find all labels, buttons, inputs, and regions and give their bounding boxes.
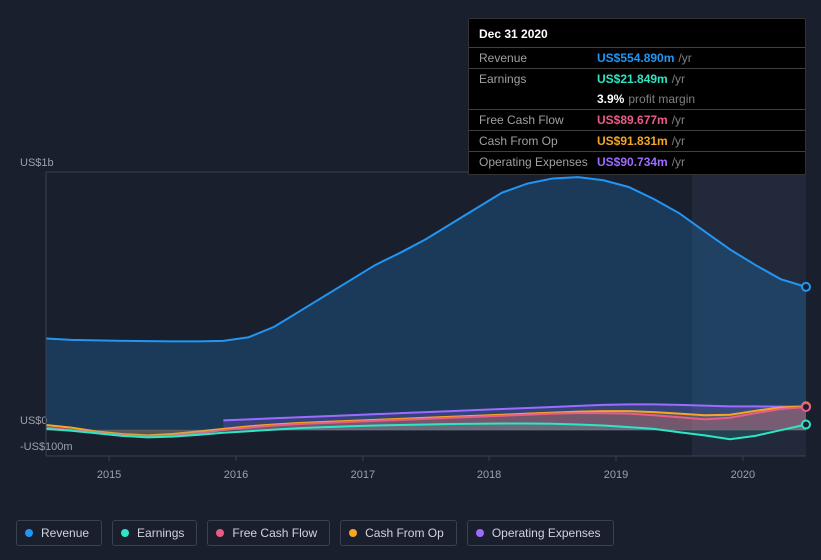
tooltip-row-value: US$91.831m xyxy=(597,134,668,148)
legend-item-label: Cash From Op xyxy=(365,526,444,540)
tooltip-row-value: 3.9% xyxy=(597,92,624,106)
tooltip-row-suffix: /yr xyxy=(672,134,685,148)
tooltip-row-label: Operating Expenses xyxy=(479,155,597,169)
svg-text:2015: 2015 xyxy=(97,469,121,481)
tooltip-row-label: Cash From Op xyxy=(479,134,597,148)
tooltip-row: Free Cash FlowUS$89.677m/yr xyxy=(469,109,805,130)
tooltip-row: Operating ExpensesUS$90.734m/yr xyxy=(469,151,805,172)
svg-text:2018: 2018 xyxy=(477,469,501,481)
tooltip-row-value: US$554.890m xyxy=(597,51,674,65)
legend-item-free_cash_flow[interactable]: Free Cash Flow xyxy=(207,520,330,546)
legend-dot-icon xyxy=(349,529,357,537)
legend-item-label: Free Cash Flow xyxy=(232,526,317,540)
legend-item-label: Revenue xyxy=(41,526,89,540)
tooltip-row: Cash From OpUS$91.831m/yr xyxy=(469,130,805,151)
svg-text:US$1b: US$1b xyxy=(20,157,54,169)
tooltip-row-label: Free Cash Flow xyxy=(479,113,597,127)
legend-item-label: Earnings xyxy=(137,526,184,540)
legend-item-label: Operating Expenses xyxy=(492,526,601,540)
legend-dot-icon xyxy=(121,529,129,537)
tooltip-row-value: US$89.677m xyxy=(597,113,668,127)
legend-dot-icon xyxy=(216,529,224,537)
tooltip-row-suffix: /yr xyxy=(672,113,685,127)
tooltip-row-label: Earnings xyxy=(479,72,597,86)
tooltip-row-value: US$21.849m xyxy=(597,72,668,86)
chart-legend: Revenue Earnings Free Cash Flow Cash From O… xyxy=(16,520,614,546)
svg-text:2019: 2019 xyxy=(604,469,628,481)
legend-item-operating_expenses[interactable]: Operating Expenses xyxy=(467,520,614,546)
legend-dot-icon xyxy=(25,529,33,537)
tooltip-row: 3.9% profit margin xyxy=(469,89,805,109)
tooltip-title: Dec 31 2020 xyxy=(469,23,805,47)
tooltip-row: EarningsUS$21.849m/yr xyxy=(469,68,805,89)
legend-item-cash_from_op[interactable]: Cash From Op xyxy=(340,520,457,546)
legend-item-earnings[interactable]: Earnings xyxy=(112,520,197,546)
svg-text:2016: 2016 xyxy=(224,469,248,481)
tooltip-row-suffix: profit margin xyxy=(628,92,695,106)
legend-item-revenue[interactable]: Revenue xyxy=(16,520,102,546)
tooltip-row: RevenueUS$554.890m/yr xyxy=(469,47,805,68)
legend-dot-icon xyxy=(476,529,484,537)
svg-text:US$0: US$0 xyxy=(20,415,48,427)
svg-text:2017: 2017 xyxy=(351,469,375,481)
tooltip-row-label: Revenue xyxy=(479,51,597,65)
tooltip-row-value: US$90.734m xyxy=(597,155,668,169)
tooltip-row-suffix: /yr xyxy=(672,72,685,86)
svg-text:2020: 2020 xyxy=(731,469,755,481)
tooltip-row-suffix: /yr xyxy=(678,51,691,65)
tooltip-row-suffix: /yr xyxy=(672,155,685,169)
chart-tooltip: Dec 31 2020 RevenueUS$554.890m/yrEarning… xyxy=(468,18,806,175)
